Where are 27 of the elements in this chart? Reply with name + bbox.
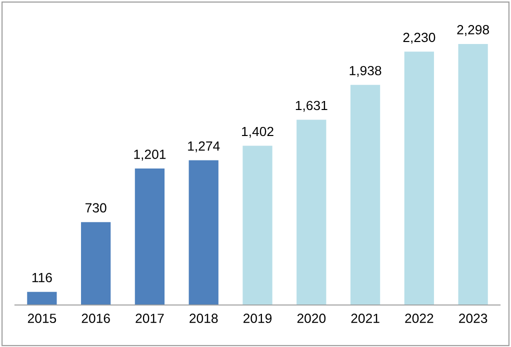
bar [188, 160, 218, 305]
bar [404, 52, 434, 305]
x-tick-label: 2022 [405, 314, 434, 324]
bar [27, 292, 57, 305]
data-label: 2,230 [403, 32, 436, 44]
data-label: 1,274 [188, 141, 220, 152]
data-label: 2,298 [457, 25, 489, 36]
x-tick-label: 2017 [136, 314, 164, 324]
x-tick-label: 2015 [28, 314, 56, 324]
x-tick-label: 2020 [297, 314, 326, 324]
bar [134, 168, 165, 305]
x-tick-label: 2019 [243, 314, 272, 324]
data-label: 1,402 [242, 126, 274, 138]
x-tick-label: 2018 [190, 314, 218, 324]
data-label: 1,201 [134, 150, 166, 161]
bar [296, 120, 326, 305]
bar [242, 146, 272, 305]
bar [350, 84, 380, 305]
x-tick-label: 2021 [351, 314, 380, 324]
bar [458, 44, 488, 305]
data-label: 1,938 [350, 66, 382, 77]
x-tick-label: 2016 [82, 314, 110, 324]
data-label: 116 [32, 272, 52, 282]
bar [81, 222, 111, 305]
data-label: 730 [86, 203, 106, 213]
data-label: 1,631 [296, 100, 328, 112]
x-tick-label: 2023 [459, 314, 488, 324]
